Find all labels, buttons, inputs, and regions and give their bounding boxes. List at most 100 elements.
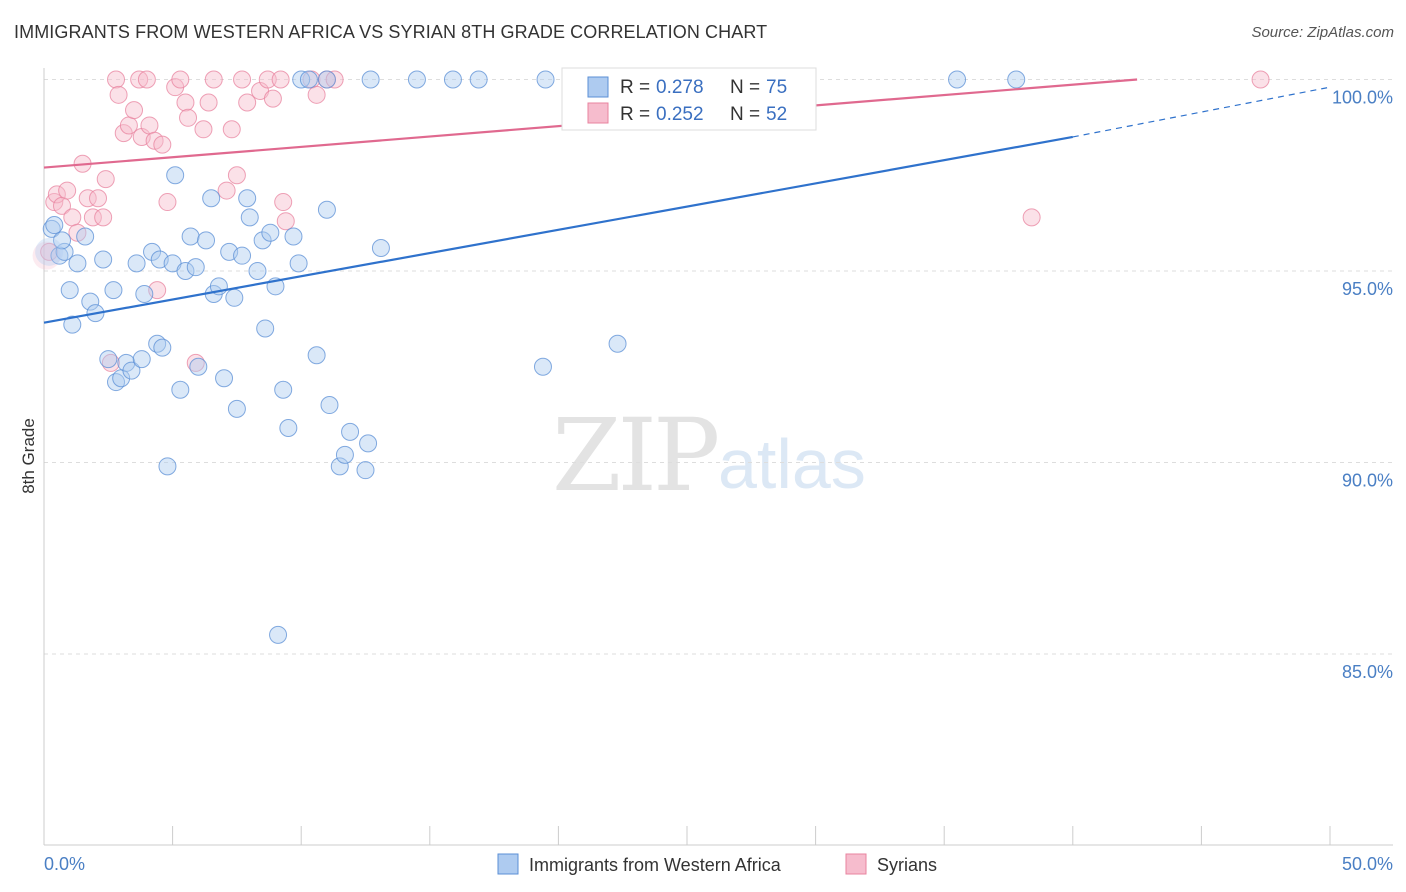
legend-n-value-2: 52 — [766, 104, 787, 125]
series-legend: Immigrants from Western Africa Syrians — [497, 853, 937, 875]
legend-r-label-1: R = — [620, 77, 655, 98]
point-western-africa — [292, 70, 311, 89]
point-western-africa — [240, 208, 259, 227]
point-western-africa — [166, 166, 185, 185]
point-western-africa — [253, 231, 272, 250]
point-western-africa — [299, 70, 318, 89]
point-western-africa — [122, 361, 141, 380]
point-western-africa — [158, 457, 177, 476]
x-tick-label-min: 0.0% — [44, 854, 85, 874]
point-syrians — [274, 193, 293, 212]
point-western-africa — [536, 70, 555, 89]
y-tick-labels: 85.0% 90.0% 95.0% 100.0% — [1332, 88, 1393, 683]
point-western-africa — [132, 350, 151, 369]
point-western-africa — [153, 338, 172, 357]
point-western-africa — [361, 70, 380, 89]
point-syrians — [325, 70, 344, 89]
point-syrians — [130, 70, 149, 89]
point-syrians — [227, 166, 246, 185]
series-syrians-points — [32, 70, 1270, 372]
point-western-africa — [233, 246, 252, 265]
point-western-africa — [330, 457, 349, 476]
point-western-africa — [317, 70, 336, 89]
point-syrians — [140, 116, 159, 135]
chart-title: IMMIGRANTS FROM WESTERN AFRICA VS SYRIAN… — [14, 22, 768, 42]
point-western-africa — [256, 319, 275, 338]
point-western-africa — [171, 380, 190, 399]
legend-r-label-2: R = — [620, 104, 655, 125]
point-syrians — [47, 185, 66, 204]
point-western-africa — [202, 189, 221, 208]
point-syrians — [107, 70, 126, 89]
point-syrians — [276, 212, 295, 231]
point-syrians — [222, 120, 241, 139]
point-syrians — [204, 70, 223, 89]
point-western-africa — [407, 70, 426, 89]
series-legend-label-1: Immigrants from Western Africa — [529, 855, 782, 875]
point-western-africa — [63, 315, 82, 334]
point-western-africa — [99, 350, 118, 369]
point-syrians — [109, 85, 128, 104]
point-western-africa — [45, 216, 64, 235]
point-western-africa — [238, 189, 257, 208]
point-syrians — [137, 70, 156, 89]
point-western-africa — [55, 242, 74, 261]
legend-n-value-1: 75 — [766, 77, 787, 98]
trend-line-western-africa — [43, 135, 1073, 324]
point-western-africa — [274, 380, 293, 399]
watermark-zip: ZIP — [552, 397, 717, 514]
point-western-africa — [289, 254, 308, 273]
axes — [43, 68, 1393, 846]
point-western-africa — [189, 357, 208, 376]
point-syrians — [94, 208, 113, 227]
series-legend-swatch-blue — [497, 853, 519, 875]
trend-line-western-africa-extension — [1072, 86, 1331, 138]
point-western-africa — [60, 281, 79, 300]
point-western-africa — [1007, 70, 1026, 89]
point-western-africa — [371, 239, 390, 258]
source-credit: Source: ZipAtlas.com — [1251, 24, 1394, 41]
point-syrians — [58, 181, 77, 200]
point-western-africa — [356, 461, 375, 480]
y-axis-title: 8th Grade — [19, 418, 38, 494]
point-western-africa — [81, 292, 100, 311]
point-syrians — [96, 170, 115, 189]
point-syrians — [179, 108, 198, 127]
point-western-africa — [261, 223, 280, 242]
point-western-africa — [94, 250, 113, 269]
point-western-africa — [248, 262, 267, 280]
point-syrians — [194, 120, 213, 139]
point-western-africa — [359, 434, 378, 453]
point-western-africa — [533, 357, 552, 376]
point-cluster-syrians — [32, 241, 61, 270]
point-western-africa — [269, 625, 288, 644]
point-syrians — [40, 242, 59, 261]
point-western-africa — [284, 227, 303, 246]
point-syrians — [1251, 70, 1270, 89]
point-western-africa — [76, 227, 95, 246]
gridlines — [44, 79, 1393, 655]
point-western-africa — [317, 200, 336, 219]
point-syrians — [271, 70, 290, 89]
point-syrians — [263, 89, 282, 108]
point-western-africa — [176, 262, 195, 280]
series-legend-label-2: Syrians — [877, 855, 937, 875]
series-western-africa-points — [35, 70, 1026, 644]
point-syrians — [78, 189, 97, 208]
point-western-africa — [307, 346, 326, 365]
watermark-atlas: atlas — [718, 425, 866, 503]
point-syrians — [176, 93, 195, 112]
y-tick-label: 90.0% — [1342, 471, 1393, 491]
point-syrians — [199, 93, 218, 112]
point-western-africa — [279, 419, 298, 438]
point-syrians — [258, 70, 277, 89]
point-western-africa — [948, 70, 967, 89]
point-syrians — [89, 189, 108, 208]
y-tick-label: 85.0% — [1342, 662, 1393, 682]
point-syrians — [307, 85, 326, 104]
point-syrians — [217, 181, 236, 200]
point-western-africa — [135, 284, 154, 303]
point-western-africa — [53, 231, 72, 250]
legend-r-value-1: 0.278 — [656, 77, 704, 98]
